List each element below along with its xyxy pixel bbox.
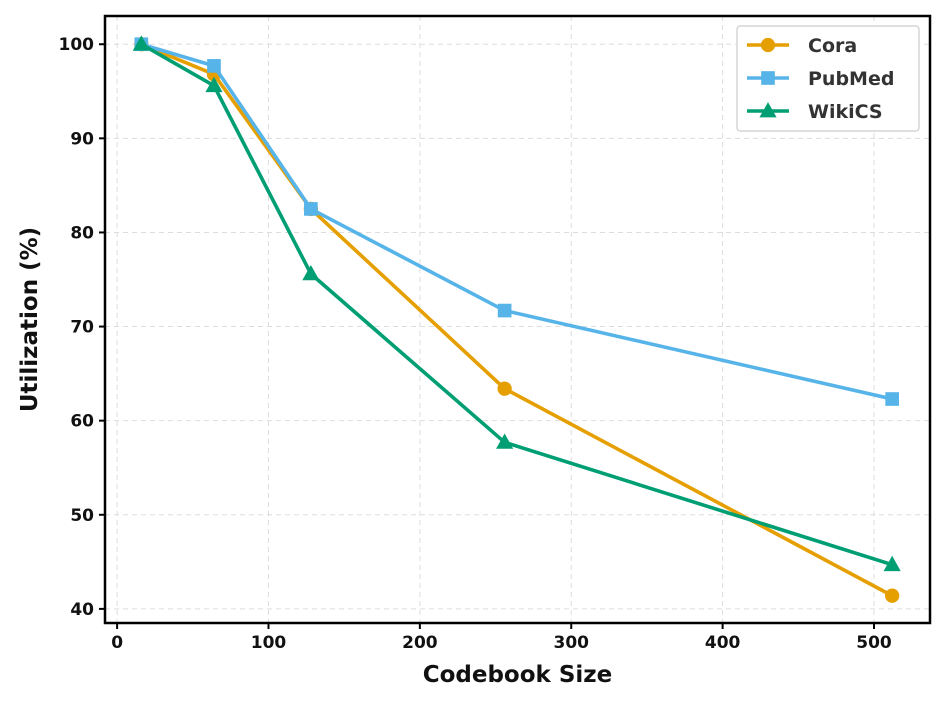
y-tick-label: 80 (70, 223, 94, 243)
data-point-pubmed (207, 59, 221, 73)
y-tick-label: 60 (70, 412, 94, 432)
data-point-pubmed (885, 392, 899, 406)
x-tick-label: 400 (705, 633, 741, 653)
data-point-pubmed (304, 202, 318, 216)
y-tick-label: 50 (70, 506, 94, 526)
data-point-pubmed (497, 303, 512, 318)
legend-marker-wikics (759, 102, 777, 118)
y-tick-label: 90 (70, 129, 94, 149)
series-wikics (132, 35, 901, 572)
legend-label-pubmed: PubMed (808, 68, 894, 90)
x-tick-label: 300 (553, 633, 589, 653)
x-tick-label: 200 (402, 633, 438, 653)
y-tick-label: 70 (70, 318, 94, 338)
data-point-wikics (883, 555, 901, 572)
legend: Cora PubMed WikiCS (736, 25, 920, 132)
x-axis-label: Codebook Size (423, 662, 613, 688)
legend-entry-cora: Cora (747, 35, 857, 57)
legend-marker-pubmed (761, 71, 775, 85)
data-point-cora (885, 588, 900, 603)
x-tick-label: 0 (111, 633, 123, 653)
y-tick-label: 100 (59, 35, 95, 55)
x-tick-label: 500 (856, 633, 892, 653)
data-point-cora (497, 381, 512, 396)
legend-label-cora: Cora (808, 35, 857, 57)
data-point-wikics (132, 35, 150, 51)
data-point-wikics (205, 76, 223, 93)
y-axis-label: Utilization (%) (17, 227, 43, 412)
legend-entry-pubmed: PubMed (747, 68, 894, 90)
legend-entry-wikics: WikiCS (747, 101, 883, 123)
data-point-wikics (496, 433, 514, 449)
y-axis-ticks: 40 50 60 70 80 90 100 (59, 35, 105, 620)
series-layer (132, 35, 901, 603)
legend-label-wikics: WikiCS (808, 101, 883, 123)
x-axis-ticks: 0 100 200 300 400 500 (111, 623, 892, 653)
legend-marker-cora (760, 37, 776, 53)
data-point-wikics (302, 264, 320, 281)
x-tick-label: 100 (251, 633, 287, 653)
legend-box (736, 25, 920, 132)
y-tick-label: 40 (70, 600, 94, 620)
plot-frame (103, 14, 932, 625)
